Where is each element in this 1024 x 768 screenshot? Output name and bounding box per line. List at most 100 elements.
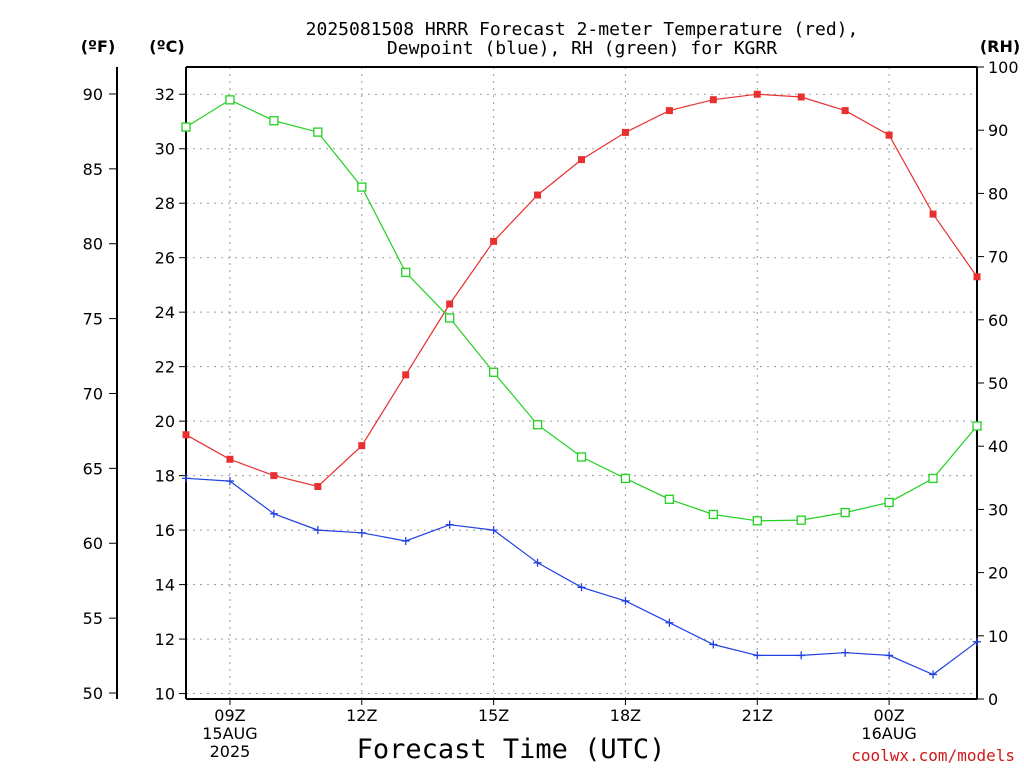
data-point <box>928 473 938 484</box>
celsius-tick-label: 12 <box>155 630 175 649</box>
x-axis-label: Forecast Time (UTC) <box>357 734 666 765</box>
rh-tick-label: 50 <box>988 374 1008 393</box>
data-point <box>709 96 717 104</box>
rh-tick-label: 70 <box>988 248 1008 267</box>
rh-tick-label: 90 <box>988 121 1008 140</box>
fahrenheit-tick-label: 85 <box>83 160 103 179</box>
celsius-tick-label: 26 <box>155 249 175 268</box>
data-point <box>752 516 762 526</box>
celsius-tick-label: 18 <box>155 467 175 486</box>
data-point <box>665 618 674 627</box>
data-point <box>402 371 410 379</box>
fahrenheit-tick-label: 70 <box>83 384 103 403</box>
x-tick-label: 12Z <box>346 706 377 725</box>
data-point <box>357 182 367 192</box>
data-point <box>972 421 982 431</box>
data-point <box>621 128 629 136</box>
labels: 2025081508 HRRR Forecast 2-meter Tempera… <box>81 19 1020 765</box>
celsius-unit-label: (ºC) <box>149 37 184 56</box>
data-point <box>929 670 938 679</box>
celsius-tick-label: 14 <box>155 576 175 595</box>
data-point <box>269 116 279 126</box>
data-point <box>534 191 542 199</box>
data-point <box>841 107 849 115</box>
data-point <box>270 472 278 480</box>
data-point <box>884 497 894 508</box>
data-point <box>181 122 191 132</box>
data-point <box>314 483 322 491</box>
data-point <box>401 537 410 545</box>
data-point <box>313 127 323 137</box>
data-point <box>358 442 366 450</box>
data-point <box>796 515 806 525</box>
rh-tick-label: 60 <box>988 311 1008 330</box>
data-point <box>973 273 981 281</box>
data-point <box>797 93 805 101</box>
celsius-tick-label: 32 <box>155 85 175 104</box>
data-point <box>489 526 498 535</box>
celsius-tick-label: 28 <box>155 194 175 213</box>
data-point <box>313 526 322 535</box>
data-point <box>576 452 587 462</box>
data-point <box>182 431 190 439</box>
data-point <box>488 367 499 377</box>
x-date-label: 16AUG <box>861 724 916 743</box>
celsius-tick-label: 24 <box>155 303 175 322</box>
data-point <box>664 494 675 504</box>
fahrenheit-tick-label: 65 <box>83 459 103 478</box>
data-point <box>225 95 235 105</box>
x-date-label: 15AUG <box>202 724 257 743</box>
data-point <box>445 313 455 323</box>
data-point <box>929 210 937 218</box>
data-point <box>797 651 806 660</box>
data-point <box>577 583 586 592</box>
data-point <box>841 648 850 657</box>
celsius-tick-label: 16 <box>155 521 175 540</box>
data-point <box>445 520 454 529</box>
rh-tick-label: 10 <box>988 627 1008 646</box>
rh-tick-label: 0 <box>988 690 998 709</box>
data-point <box>621 596 630 605</box>
fahrenheit-tick-label: 55 <box>83 609 103 628</box>
data-point <box>182 474 190 483</box>
fahrenheit-tick-label: 75 <box>83 310 103 329</box>
celsius-tick-label: 30 <box>155 140 175 159</box>
series-rh <box>181 95 982 526</box>
data-point <box>533 558 542 567</box>
data-point <box>885 131 893 139</box>
fahrenheit-tick-label: 50 <box>83 684 103 703</box>
data-point <box>401 267 411 278</box>
data-point <box>753 651 762 660</box>
celsius-tick-label: 20 <box>155 412 175 431</box>
series-dewpoint <box>182 474 981 679</box>
data-point <box>885 651 894 660</box>
chart-title-line1: 2025081508 HRRR Forecast 2-meter Tempera… <box>306 19 859 40</box>
grid <box>186 67 977 699</box>
data-point <box>226 455 234 463</box>
fahrenheit-unit-label: (ºF) <box>81 37 116 56</box>
axes: 50 55 60 65 70 75 80 85 90 10 12 14 16 18 20 22 24 26 28 30… <box>83 58 1019 761</box>
series-line <box>185 477 978 676</box>
data-point <box>490 237 498 245</box>
x-tick-label: 09Z <box>214 706 245 725</box>
data-point <box>665 107 673 115</box>
x-date-label: 2025 <box>210 742 251 761</box>
x-tick-label: 15Z <box>478 706 509 725</box>
rh-tick-label: 100 <box>988 58 1019 77</box>
fahrenheit-tick-label: 60 <box>83 534 103 553</box>
rh-tick-label: 20 <box>988 564 1008 583</box>
data-point <box>225 477 234 486</box>
series-2-meter-temperature <box>182 90 981 491</box>
series-line <box>185 93 978 488</box>
fahrenheit-tick-label: 80 <box>83 235 103 254</box>
celsius-tick-label: 10 <box>155 685 175 704</box>
data-point <box>709 640 718 649</box>
series-layer <box>181 90 982 679</box>
data-point <box>446 300 454 308</box>
data-point <box>973 637 981 646</box>
rh-tick-label: 30 <box>988 500 1008 519</box>
data-point <box>840 507 850 518</box>
data-point <box>753 90 761 98</box>
rh-tick-label: 80 <box>988 184 1008 203</box>
data-point <box>708 509 718 520</box>
